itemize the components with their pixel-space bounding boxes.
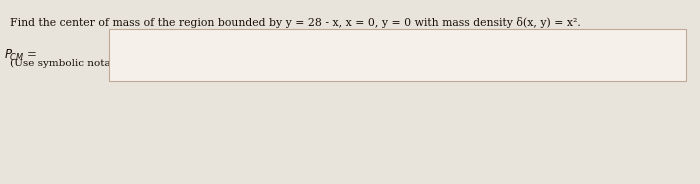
Text: $\mathit{P}_{\!\mathit{CM}}$ =: $\mathit{P}_{\!\mathit{CM}}$ = <box>4 48 37 63</box>
Text: (Use symbolic notation and fractions where needed. Give your answer as point coo: (Use symbolic notation and fractions whe… <box>10 59 589 68</box>
Text: Find the center of mass of the region bounded by y = 28 - x, x = 0, y = 0 with m: Find the center of mass of the region bo… <box>10 17 581 28</box>
Bar <box>108 29 686 81</box>
